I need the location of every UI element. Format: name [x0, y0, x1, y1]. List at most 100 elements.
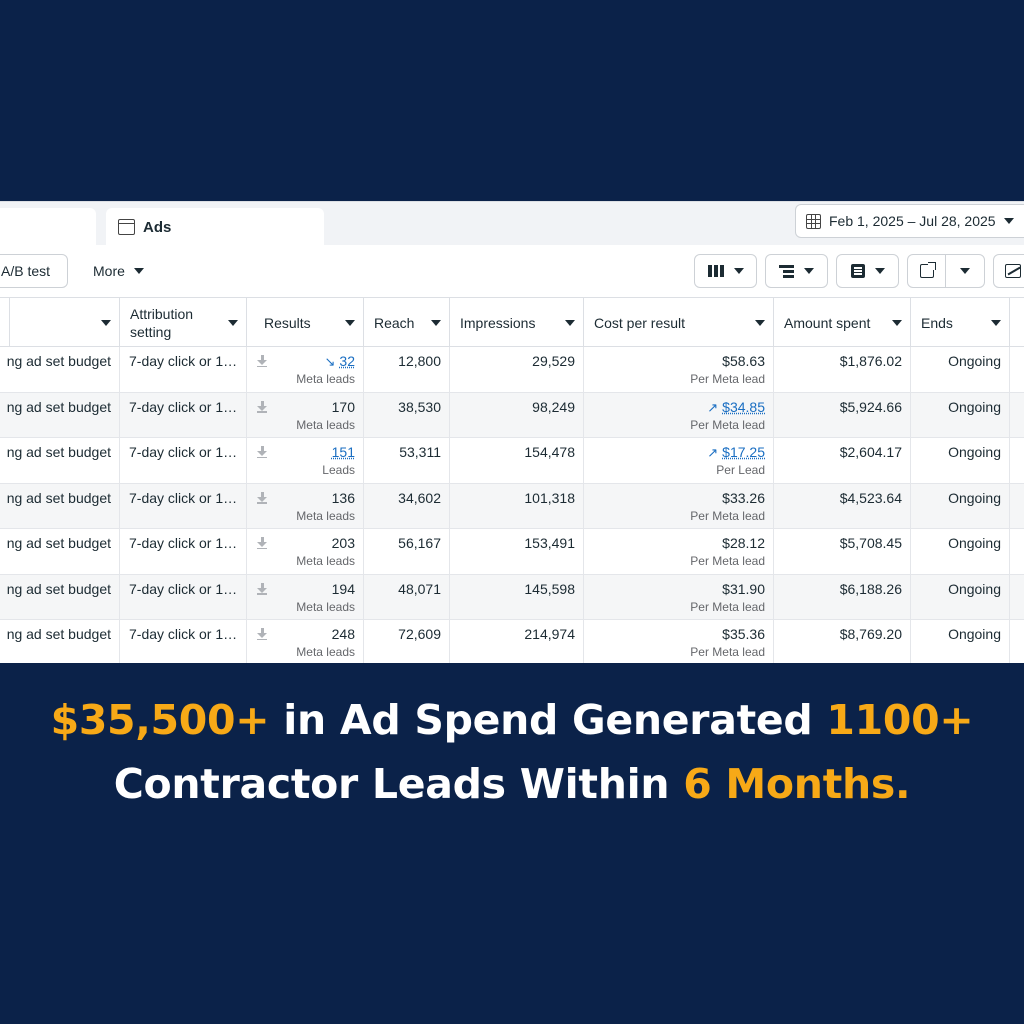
results-value[interactable]: 151	[331, 444, 355, 460]
table-row[interactable]: ng ad set budget 7-day click or 1… ↘ 32 Meta…	[0, 347, 1024, 393]
headline-caption: $35,500+ in Ad Spend Generated 1100+ Con…	[0, 688, 1024, 816]
cost-cell: $33.26 Per Meta lead	[584, 483, 774, 528]
results-cell: ↘ 32 Meta leads	[247, 347, 364, 392]
cost-type: Per Meta lead	[690, 645, 765, 659]
results-type: Meta leads	[296, 645, 355, 659]
results-type: Meta leads	[296, 417, 355, 432]
ends-cell: Ongoing	[911, 392, 1010, 437]
sort-caret-icon	[755, 320, 765, 326]
ends-cell: Ongoing	[911, 438, 1010, 483]
table-row[interactable]: ng ad set budget 7-day click or 1… 151 Lead…	[0, 438, 1024, 484]
date-range-picker[interactable]: Feb 1, 2025 – Jul 28, 2025	[795, 204, 1024, 238]
tab-ads[interactable]: Ads	[106, 208, 324, 246]
results-type: Meta leads	[296, 599, 355, 614]
results-cell: 151 Leads	[247, 438, 364, 483]
attribution-cell: 7-day click or 1…	[120, 483, 247, 528]
download-icon[interactable]	[257, 400, 267, 413]
attribution-cell: 7-day click or 1…	[120, 347, 247, 392]
attribution-cell: 7-day click or 1…	[120, 392, 247, 437]
impressions-cell: 29,529	[450, 347, 584, 392]
results-cell: 203 Meta leads	[247, 529, 364, 574]
results-value[interactable]: ↘ 32	[324, 353, 355, 369]
header-ends[interactable]: Ends	[911, 298, 1010, 347]
reach-cell: 34,602	[364, 483, 450, 528]
cost-cell: $58.63 Per Meta lead	[584, 347, 774, 392]
results-type: Leads	[322, 463, 355, 477]
reach-cell: 56,167	[364, 529, 450, 574]
budget-cell: ng ad set budget	[0, 483, 120, 528]
cost-cell: $35.36 Per Meta lead	[584, 620, 774, 663]
spent-cell: $4,523.64	[774, 483, 911, 528]
reports-button[interactable]	[836, 254, 899, 288]
header-budget[interactable]	[10, 298, 120, 347]
download-icon[interactable]	[257, 537, 267, 549]
spent-cell: $2,604.17	[774, 438, 911, 483]
results-value: 194	[331, 580, 355, 597]
export-menu[interactable]	[946, 268, 984, 274]
download-icon[interactable]	[257, 446, 267, 458]
caption-ad-spend: $35,500+	[50, 696, 270, 744]
download-icon[interactable]	[257, 491, 267, 504]
attribution-cell: 7-day click or 1…	[120, 438, 247, 483]
table-row[interactable]: ng ad set budget 7-day click or 1… 136 Meta…	[0, 483, 1024, 529]
cost-cell: ↗ $34.85 Per Meta lead	[584, 392, 774, 437]
date-range-label: Feb 1, 2025 – Jul 28, 2025	[829, 213, 996, 229]
download-icon[interactable]	[257, 628, 267, 640]
caption-timeframe: 6 Months.	[683, 760, 911, 808]
columns-icon	[707, 265, 724, 277]
attribution-cell: 7-day click or 1…	[120, 620, 247, 663]
toolbar: A/B test More	[0, 245, 1024, 297]
calendar-icon	[806, 213, 821, 229]
table-row[interactable]: ng ad set budget 7-day click or 1… 170 Meta…	[0, 392, 1024, 438]
chevron-down-icon	[874, 268, 885, 274]
table-row[interactable]: ng ad set budget 7-day click or 1… 194 Meta…	[0, 574, 1024, 620]
download-icon[interactable]	[257, 582, 267, 595]
spent-cell: $1,876.02	[774, 347, 911, 392]
ab-test-button[interactable]: A/B test	[0, 254, 68, 288]
columns-button[interactable]	[694, 254, 757, 288]
table-row[interactable]: ng ad set budget 7-day click or 1… 248 Meta…	[0, 620, 1024, 663]
results-cell: 194 Meta leads	[247, 574, 364, 619]
cost-value: $35.36	[722, 626, 765, 642]
results-type: Meta leads	[296, 508, 355, 523]
chart-icon	[1005, 264, 1021, 278]
ends-cell: Ongoing	[911, 483, 1010, 528]
cost-value[interactable]: ↗ $34.85	[707, 398, 765, 415]
export-button[interactable]	[907, 254, 985, 288]
cost-value: $31.90	[722, 580, 765, 597]
results-type: Meta leads	[296, 372, 355, 386]
results-value: 203	[331, 535, 355, 551]
charts-button[interactable]	[993, 254, 1024, 288]
impressions-cell: 101,318	[450, 483, 584, 528]
download-icon[interactable]	[257, 355, 267, 367]
spent-cell: $5,924.66	[774, 392, 911, 437]
sort-caret-icon	[228, 320, 238, 326]
header-results[interactable]: Results	[247, 298, 364, 347]
results-value: 170	[331, 398, 355, 415]
caption-text-1: in Ad Spend Generated	[269, 696, 827, 744]
ends-cell: Ongoing	[911, 574, 1010, 619]
results-value: 136	[331, 489, 355, 506]
table-row[interactable]: ng ad set budget 7-day click or 1… 203 Meta…	[0, 529, 1024, 575]
header-attribution[interactable]: Attribution setting	[120, 298, 247, 347]
trend-up-icon: ↗	[707, 399, 719, 415]
results-cell: 170 Meta leads	[247, 392, 364, 437]
results-type: Meta leads	[296, 554, 355, 568]
breakdown-button[interactable]	[765, 254, 828, 288]
tab-previous[interactable]	[0, 208, 96, 246]
more-button[interactable]: More	[84, 254, 160, 288]
cost-type: Per Meta lead	[690, 417, 765, 432]
budget-cell: ng ad set budget	[0, 574, 120, 619]
impressions-cell: 98,249	[450, 392, 584, 437]
chevron-down-icon	[960, 268, 970, 274]
ads-table: Attribution setting Results Reach Impres…	[0, 297, 1024, 663]
cost-value[interactable]: ↗ $17.25	[707, 444, 765, 460]
budget-cell: ng ad set budget	[0, 529, 120, 574]
export-action[interactable]	[908, 255, 947, 287]
header-impressions[interactable]: Impressions	[450, 298, 584, 347]
header-cost-per-result[interactable]: Cost per result	[584, 298, 774, 347]
header-amount-spent[interactable]: Amount spent	[774, 298, 911, 347]
chevron-down-icon	[1003, 218, 1014, 224]
header-reach[interactable]: Reach	[364, 298, 450, 347]
cost-type: Per Meta lead	[690, 508, 765, 523]
